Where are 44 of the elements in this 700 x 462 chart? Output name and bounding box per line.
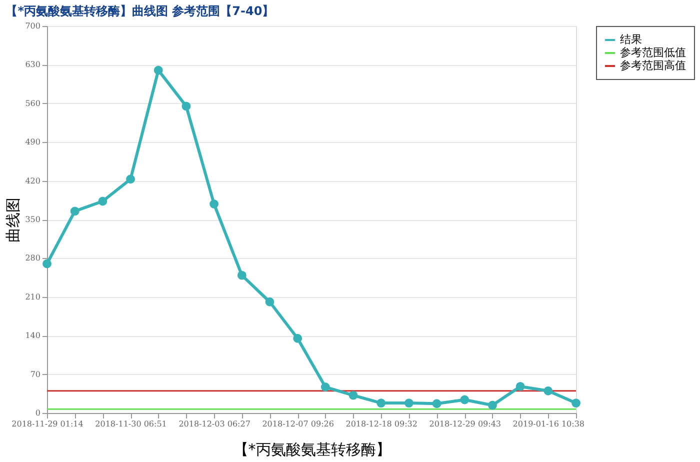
point [376,398,386,408]
y-tick-label: 70 [30,370,40,379]
y-tick-label: 560 [25,98,40,108]
point [210,200,219,208]
point [404,398,414,408]
point [182,102,191,111]
legend-label: 结果 [620,33,642,46]
point [98,196,108,206]
y-tick-label: 280 [25,254,40,263]
point [432,399,442,408]
y-axis-title: 曲线图 [4,198,22,242]
y-tick-label: 420 [25,176,40,186]
x-tick-label: 2018-12-29 09:43 [429,420,501,428]
point [488,400,497,410]
y-tick-label: 350 [25,215,40,224]
x-tick-label: 2018-11-29 01:14 [12,420,84,428]
point [154,66,163,75]
y-tick-label: 0 [35,408,40,418]
x-tick-label: 2018-12-03 06:27 [178,420,250,428]
point [460,395,470,404]
y-tick-label: 210 [25,292,40,302]
x-tick-label: 2019-01-16 10:38 [512,420,585,428]
point [572,398,580,408]
point [265,297,274,306]
x-tick-label: 2018-12-18 09:32 [346,420,418,428]
point [126,174,135,184]
point [42,259,52,268]
point [293,334,302,343]
y-tick-label: 700 [25,22,40,30]
point [516,382,525,391]
point [544,386,553,396]
point [237,270,246,280]
chart-title: 【*丙氨酸氨基转移酶】曲线图 参考范围【7-40】 [6,4,274,18]
point [320,382,330,392]
legend-label: 参考范围低值 [620,46,686,59]
y-tick-label: 140 [25,331,40,340]
y-tick-label: 490 [25,138,40,147]
y-tick-label: 630 [25,60,40,70]
x-tick-label: 2018-12-07 09:26 [262,420,334,428]
x-axis-title: 【*丙氨酸氨基转移酶】 [233,440,391,458]
legend-label: 参考范围高值 [620,59,686,72]
x-tick-label: 2018-11-30 06:51 [95,420,167,428]
point [70,206,80,216]
point [348,390,358,400]
